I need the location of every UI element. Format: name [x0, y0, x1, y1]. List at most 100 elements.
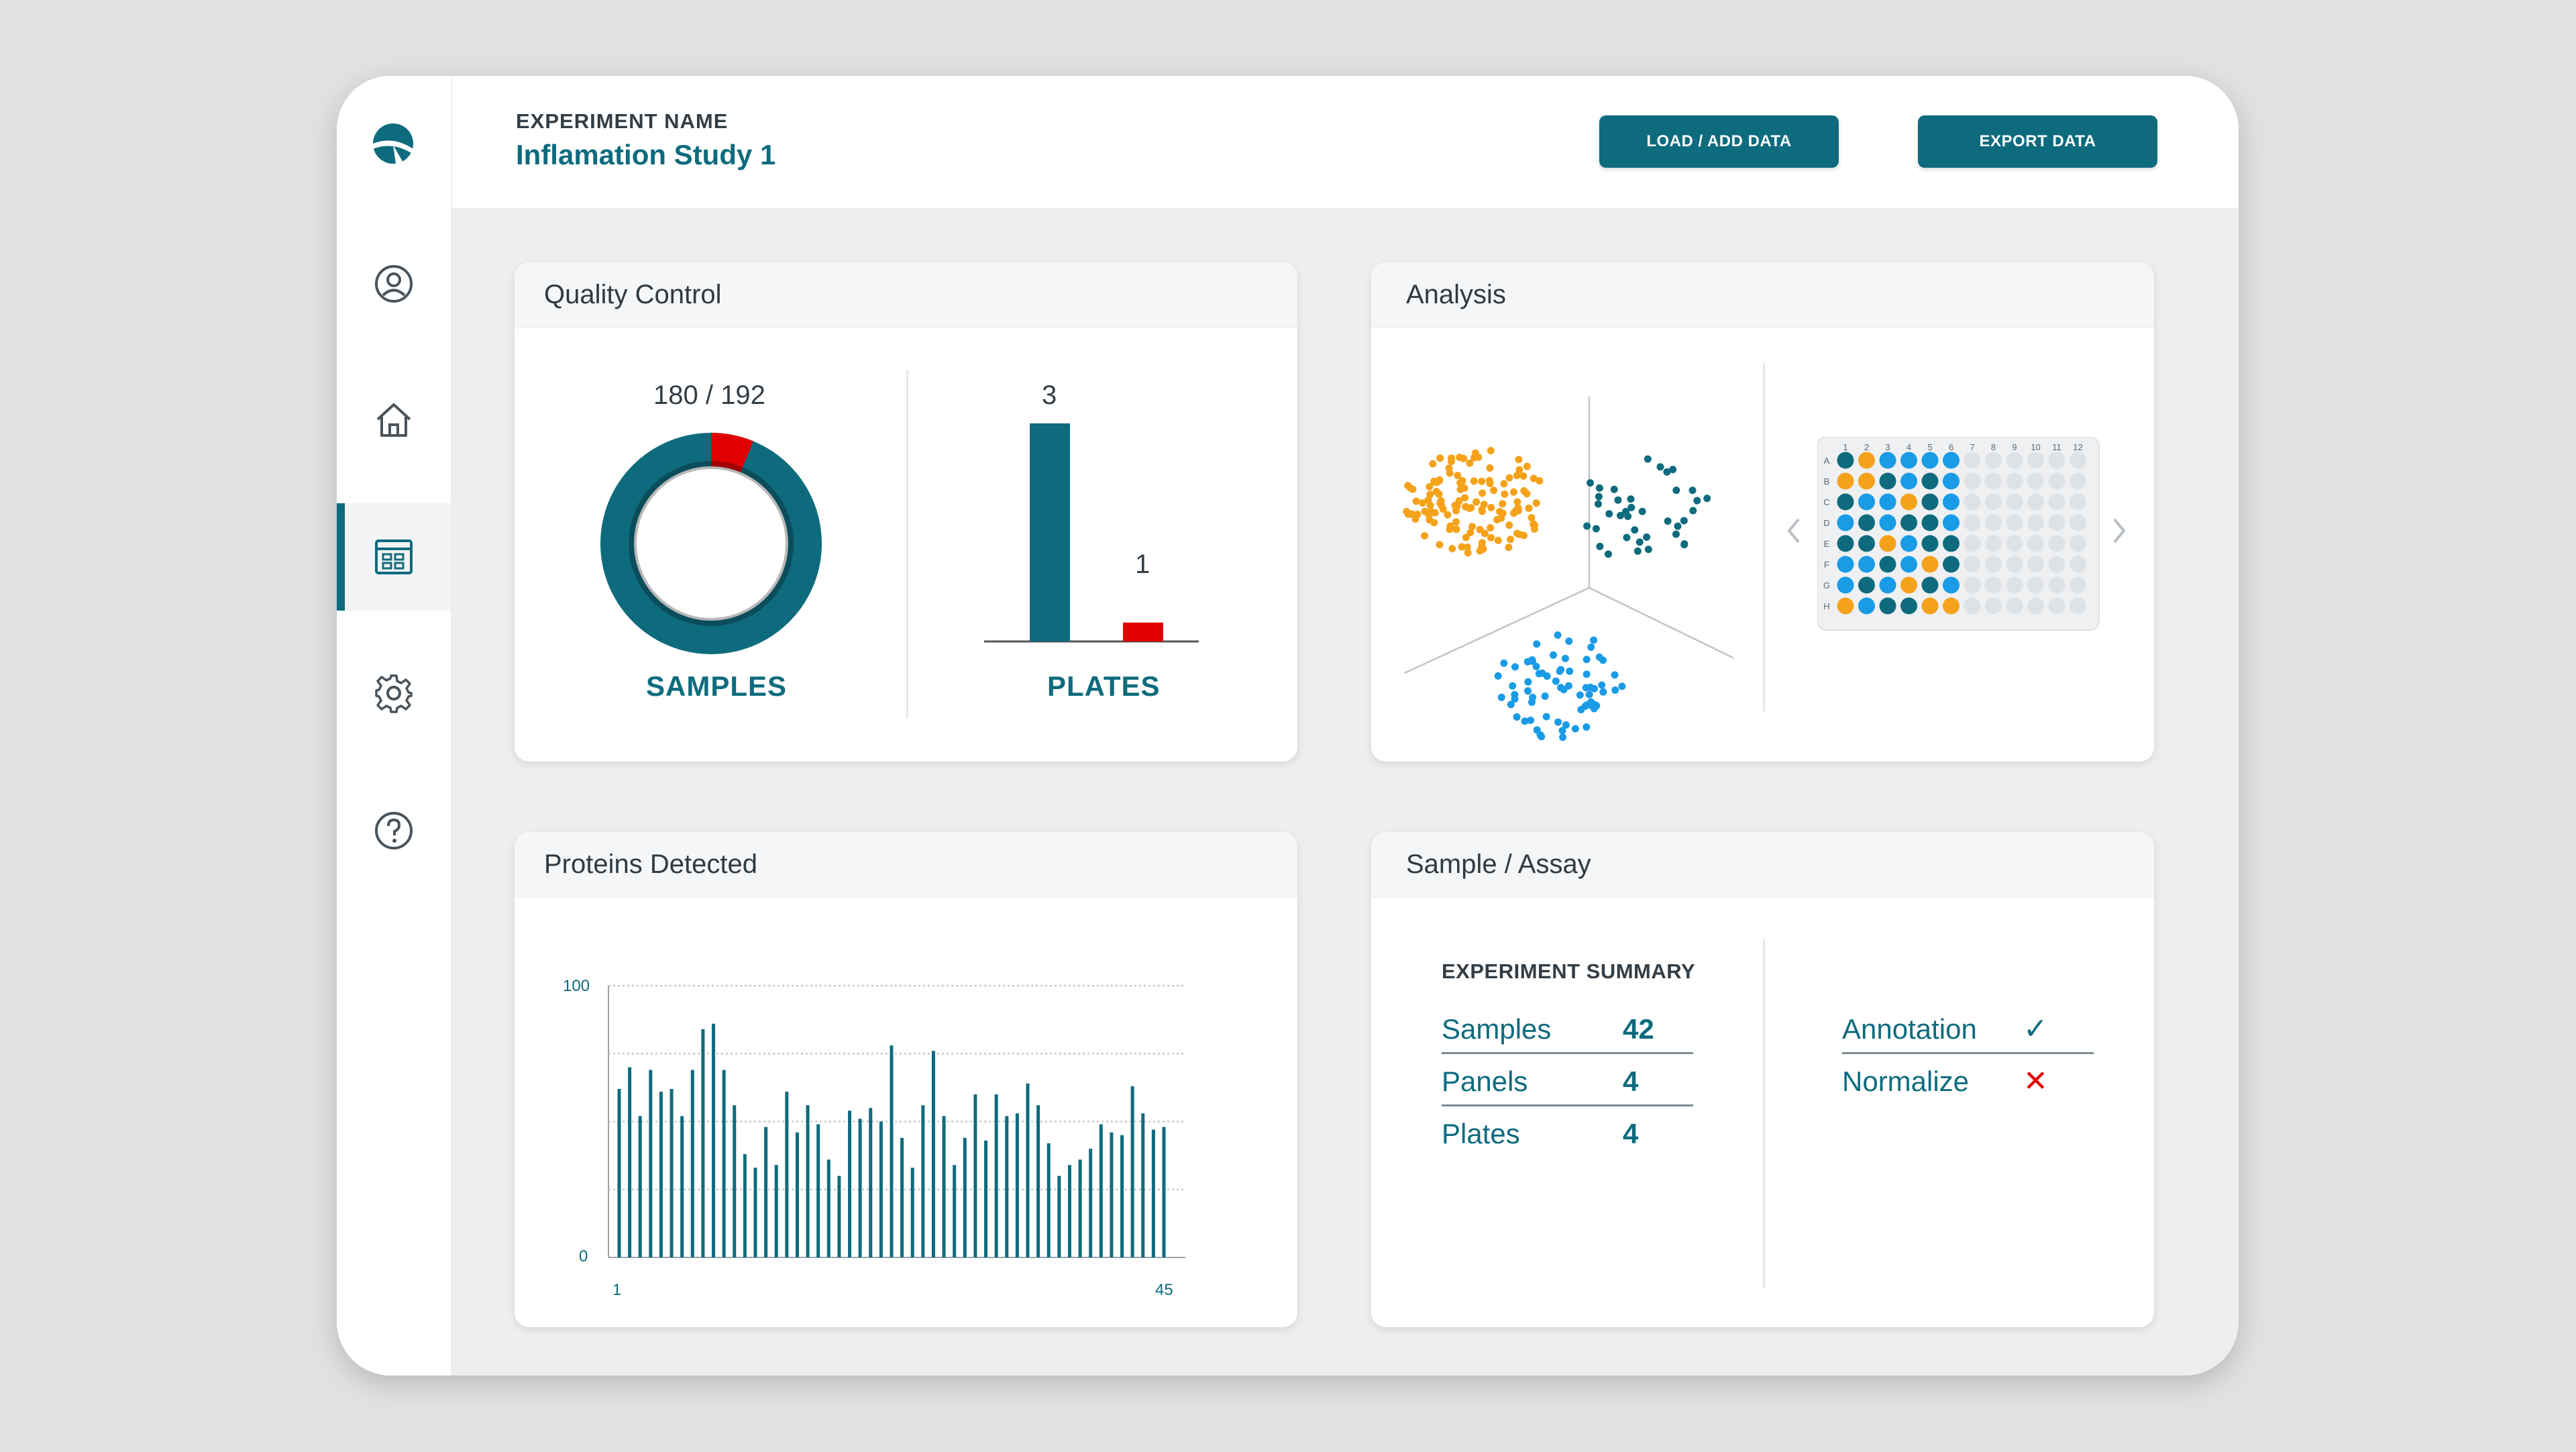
plate-well-filled[interactable] [1858, 452, 1875, 469]
protein-bar[interactable] [753, 1168, 757, 1257]
plate-well-empty[interactable] [2048, 576, 2065, 594]
plate-well-filled[interactable] [1879, 576, 1896, 594]
plate-well-empty[interactable] [2027, 452, 2044, 469]
plate-well-empty[interactable] [1985, 493, 2002, 511]
plate-well-empty[interactable] [2048, 472, 2065, 490]
protein-bar[interactable] [848, 1110, 852, 1257]
protein-bar[interactable] [984, 1140, 988, 1257]
protein-bar[interactable] [712, 1023, 716, 1257]
plate-well-empty[interactable] [2027, 556, 2044, 573]
plate-well-filled[interactable] [1879, 472, 1896, 490]
nav-settings[interactable] [337, 639, 451, 747]
plate-well-empty[interactable] [2027, 576, 2044, 594]
plate-well-filled[interactable] [1879, 493, 1896, 511]
plate-well-empty[interactable] [1964, 452, 1981, 469]
protein-bar[interactable] [774, 1165, 778, 1257]
plate-well-empty[interactable] [2027, 472, 2044, 490]
cluster-scatter-plot[interactable] [1398, 383, 1733, 745]
plate-well-empty[interactable] [2048, 556, 2065, 573]
plate-well-empty[interactable] [1985, 452, 2002, 469]
protein-bar[interactable] [1099, 1124, 1103, 1257]
status-row-annotation[interactable]: Annotation ✓ [1842, 1001, 2094, 1054]
plate-well-filled[interactable] [1921, 493, 1939, 511]
protein-bar[interactable] [1162, 1127, 1166, 1257]
plate-well-empty[interactable] [1964, 576, 1981, 594]
protein-bar[interactable] [669, 1088, 674, 1257]
plate-well-empty[interactable] [2070, 535, 2086, 552]
protein-bar[interactable] [733, 1105, 737, 1257]
plate-well-filled[interactable] [1837, 535, 1854, 552]
plate-well-empty[interactable] [2027, 493, 2044, 511]
plate-well-empty[interactable] [2027, 597, 2044, 615]
plate-well-filled[interactable] [1921, 576, 1939, 594]
plate-well-filled[interactable] [1921, 514, 1939, 531]
protein-bar[interactable] [1141, 1113, 1145, 1257]
plate-well-filled[interactable] [1943, 597, 1960, 615]
plate-well-filled[interactable] [1858, 556, 1875, 573]
plate-well-empty[interactable] [1985, 576, 2002, 594]
plate-well-empty[interactable] [2006, 452, 2023, 469]
plate-well-empty[interactable] [2048, 452, 2065, 469]
protein-bar[interactable] [649, 1070, 653, 1257]
protein-bar[interactable] [973, 1094, 977, 1257]
protein-bar[interactable] [1015, 1113, 1019, 1257]
plate-well-empty[interactable] [1985, 472, 2002, 490]
protein-bar[interactable] [1036, 1105, 1040, 1257]
plate-well-empty[interactable] [1964, 472, 1981, 490]
plate-well-filled[interactable] [1858, 493, 1875, 511]
plate-well-filled[interactable] [1921, 597, 1939, 615]
plate-well-filled[interactable] [1858, 576, 1875, 594]
protein-bar[interactable] [743, 1154, 747, 1257]
protein-bar[interactable] [659, 1091, 663, 1257]
load-add-data-button[interactable]: LOAD / ADD DATA [1599, 115, 1839, 168]
protein-bar[interactable] [1120, 1135, 1124, 1257]
experiment-name[interactable]: Inflamation Study 1 [516, 139, 776, 170]
plate-well-empty[interactable] [2006, 493, 2023, 511]
protein-bar[interactable] [1067, 1165, 1071, 1257]
prev-arrow-icon[interactable] [1784, 514, 1804, 548]
plate-well-filled[interactable] [1921, 472, 1939, 490]
plate-well-filled[interactable] [1943, 452, 1960, 469]
protein-bar[interactable] [953, 1165, 957, 1257]
plate-well-filled[interactable] [1921, 535, 1939, 552]
protein-bar[interactable] [1005, 1116, 1009, 1257]
nav-home[interactable] [337, 366, 451, 473]
protein-bar[interactable] [638, 1116, 642, 1257]
plate-well-empty[interactable] [1964, 535, 1981, 552]
plate-well-filled[interactable] [1879, 597, 1896, 615]
plate-well-empty[interactable] [2070, 514, 2086, 531]
plate-well-filled[interactable] [1837, 556, 1854, 573]
plate-well-empty[interactable] [2006, 535, 2023, 552]
plate-well-filled[interactable] [1837, 452, 1854, 469]
protein-bar[interactable] [690, 1070, 694, 1257]
nav-help[interactable] [337, 777, 451, 884]
plate-well-filled[interactable] [1943, 535, 1960, 552]
protein-bar[interactable] [1110, 1132, 1114, 1257]
donut-failed-arc[interactable] [600, 433, 822, 654]
protein-bar[interactable] [1026, 1083, 1030, 1257]
plate-well-filled[interactable] [1921, 452, 1939, 469]
protein-bar[interactable] [942, 1116, 946, 1257]
protein-bar[interactable] [785, 1091, 789, 1257]
protein-bar[interactable] [628, 1067, 632, 1258]
plate-well-empty[interactable] [1964, 556, 1981, 573]
plate-well-filled[interactable] [1879, 452, 1896, 469]
protein-bar[interactable] [900, 1137, 904, 1257]
protein-bar[interactable] [1046, 1143, 1051, 1257]
export-data-button[interactable]: EXPORT DATA [1918, 115, 2157, 168]
plate-well-empty[interactable] [2048, 514, 2065, 531]
protein-bar[interactable] [858, 1119, 862, 1257]
plate-well-filled[interactable] [1900, 472, 1917, 490]
proteins-bar-chart[interactable]: 100 0 1 45 [515, 897, 1297, 1327]
plate-well-filled[interactable] [1837, 597, 1854, 615]
plate-well-filled[interactable] [1858, 535, 1875, 552]
plate-well-empty[interactable] [2027, 535, 2044, 552]
plate-well-filled[interactable] [1837, 514, 1854, 531]
protein-bar[interactable] [764, 1127, 768, 1257]
plate-well-empty[interactable] [1985, 514, 2002, 531]
plate-well-empty[interactable] [2006, 597, 2023, 615]
plate-well-empty[interactable] [1985, 597, 2002, 615]
protein-bar[interactable] [617, 1088, 621, 1257]
protein-bar[interactable] [722, 1070, 726, 1257]
